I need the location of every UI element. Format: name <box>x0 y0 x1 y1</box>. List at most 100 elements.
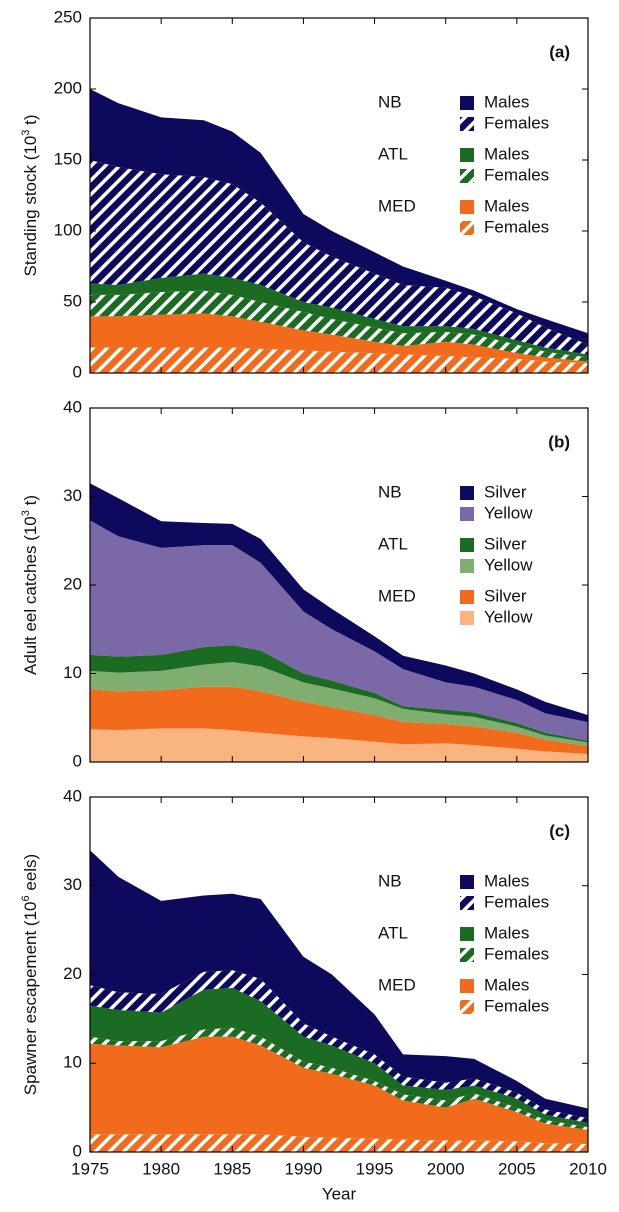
y-tick-label: 0 <box>73 1141 82 1160</box>
y-axis-label-part: 3 <box>20 510 32 516</box>
y-tick-label: 30 <box>63 486 82 505</box>
legend-label: Females <box>484 165 549 184</box>
legend-group: MED <box>378 586 416 605</box>
legend-label: Females <box>484 944 549 963</box>
legend-label: Yellow <box>484 555 533 574</box>
y-tick-label: 40 <box>63 397 82 416</box>
legend-swatch <box>460 979 474 993</box>
legend-swatch <box>460 148 474 162</box>
y-axis-label-part: 6 <box>20 895 32 901</box>
legend-label: Females <box>484 217 549 236</box>
x-tick-label: 2005 <box>498 1159 536 1178</box>
y-tick-label: 0 <box>73 751 82 770</box>
y-axis-label-part: t) <box>21 495 40 510</box>
area-segment <box>90 1134 588 1152</box>
y-axis-label-part: t) <box>21 114 40 129</box>
legend-swatch <box>460 507 474 521</box>
legend-label: Yellow <box>484 503 533 522</box>
legend-swatch <box>460 611 474 625</box>
legend-label: Males <box>484 871 529 890</box>
y-tick-label: 20 <box>63 964 82 983</box>
y-tick-label: 10 <box>63 1053 82 1072</box>
area-segment <box>90 686 588 755</box>
panel-label: (b) <box>548 432 570 451</box>
legend-swatch <box>460 538 474 552</box>
area-segment <box>90 89 588 345</box>
y-tick-label: 100 <box>54 220 82 239</box>
y-tick-label: 40 <box>63 786 82 805</box>
legend-swatch <box>460 1000 474 1014</box>
plot-area <box>90 483 588 762</box>
x-tick-label: 1975 <box>71 1159 109 1178</box>
axes-frame <box>89 17 589 374</box>
y-axis-label: Spawner escapement (106 eels) <box>20 854 41 1095</box>
plot-area <box>90 850 588 1152</box>
legend-label: Silver <box>484 534 527 553</box>
area-segment <box>90 290 588 362</box>
legend-swatch <box>460 169 474 183</box>
y-tick-label: 200 <box>54 78 82 97</box>
legend-swatch <box>460 200 474 214</box>
area-segment <box>90 1027 588 1130</box>
area-segment <box>90 313 588 364</box>
x-tick-label: 1990 <box>285 1159 323 1178</box>
y-tick-label: 30 <box>63 875 82 894</box>
y-tick-label: 250 <box>54 7 82 26</box>
area-segment <box>90 728 588 762</box>
y-tick-label: 10 <box>63 663 82 682</box>
legend-swatch <box>460 948 474 962</box>
area-segment <box>90 347 588 373</box>
area-segment <box>90 483 588 723</box>
legend-swatch <box>460 96 474 110</box>
legend-label: Silver <box>484 482 527 501</box>
legend-label: Females <box>484 996 549 1015</box>
y-axis-label-part: 3 <box>20 130 32 136</box>
legend-swatch <box>460 875 474 889</box>
legend-swatch <box>460 486 474 500</box>
x-tick-label: 2000 <box>427 1159 465 1178</box>
legend-label: Females <box>484 113 549 132</box>
legend-group: ATL <box>378 534 408 553</box>
legend-group: MED <box>378 975 416 994</box>
legend-group: NB <box>378 871 402 890</box>
area-segment <box>90 160 588 355</box>
y-axis-label-part: Standing stock (10 <box>21 136 40 277</box>
y-tick-label: 0 <box>73 362 82 381</box>
x-tick-label: 1995 <box>356 1159 394 1178</box>
panel-label: (a) <box>549 42 570 61</box>
legend-group: ATL <box>378 144 408 163</box>
legend-label: Males <box>484 975 529 994</box>
legend-swatch <box>460 896 474 910</box>
legend-swatch <box>460 117 474 131</box>
y-axis-label: Standing stock (103 t) <box>20 114 41 276</box>
area-segment <box>90 645 588 743</box>
y-axis-label-part: eels) <box>21 854 40 896</box>
legend-label: Males <box>484 144 529 163</box>
y-axis-label-part: Spawner escapement (10 <box>21 901 40 1095</box>
area-segment <box>90 850 588 1119</box>
x-tick-label: 1985 <box>213 1159 251 1178</box>
legend-swatch <box>460 559 474 573</box>
area-segment <box>90 661 588 747</box>
legend-swatch <box>460 927 474 941</box>
legend-group: ATL <box>378 923 408 942</box>
legend-group: NB <box>378 482 402 501</box>
legend-swatch <box>460 590 474 604</box>
legend-label: Males <box>484 923 529 942</box>
legend-swatch <box>460 221 474 235</box>
area-segment <box>90 520 588 741</box>
legend-group: NB <box>378 92 402 111</box>
legend-label: Yellow <box>484 607 533 626</box>
area-segment <box>90 987 588 1128</box>
y-tick-label: 20 <box>63 574 82 593</box>
plot-area <box>90 89 588 373</box>
legend-label: Silver <box>484 586 527 605</box>
area-segment <box>90 1036 588 1145</box>
legend-label: Males <box>484 92 529 111</box>
y-tick-label: 50 <box>63 291 82 310</box>
panel-label: (c) <box>549 821 570 840</box>
legend-label: Males <box>484 196 529 215</box>
y-tick-label: 150 <box>54 149 82 168</box>
x-tick-label: 1980 <box>142 1159 180 1178</box>
